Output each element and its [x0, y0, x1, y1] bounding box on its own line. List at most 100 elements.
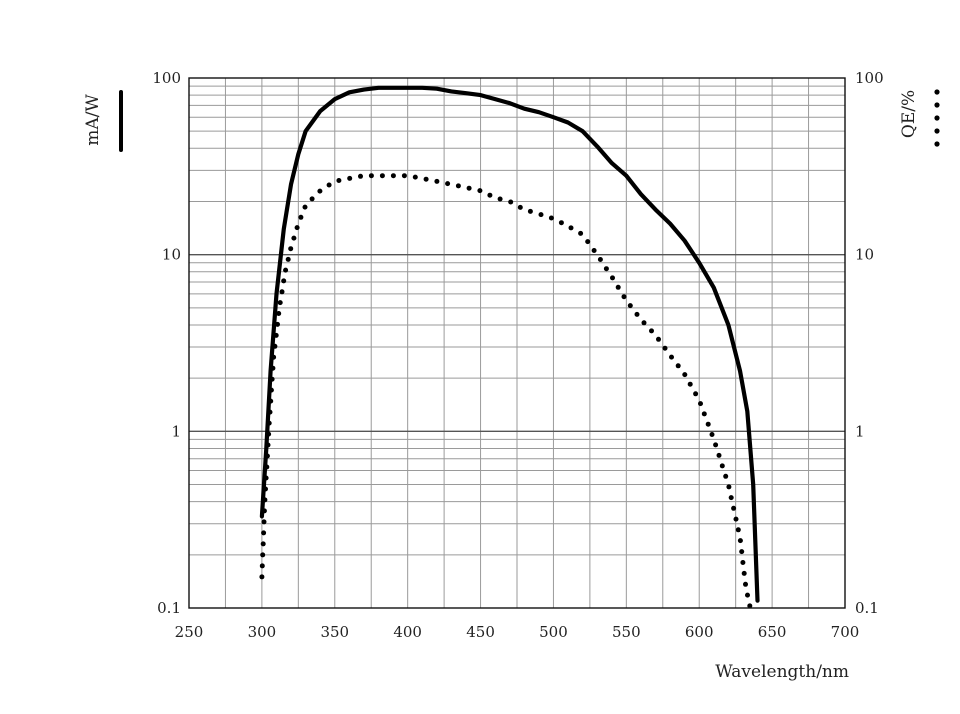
series-point-qe	[610, 275, 615, 281]
series-point-qe	[379, 173, 385, 179]
series-point-qe	[347, 175, 353, 181]
series-point-qe	[262, 497, 268, 503]
series-point-qe	[621, 294, 627, 300]
series-point-qe	[264, 453, 270, 459]
series-point-qe	[487, 192, 493, 198]
series-point-qe	[733, 516, 739, 522]
series-point-qe	[277, 300, 283, 306]
series-point-qe	[272, 343, 278, 349]
series-point-qe	[745, 592, 750, 598]
series-point-qe	[445, 181, 451, 187]
series-point-qe	[669, 354, 674, 360]
grid	[189, 78, 845, 608]
series-point-qe	[260, 541, 266, 547]
series-point-qe	[265, 442, 271, 448]
series-point-qe	[731, 505, 737, 511]
series-point-qe	[641, 320, 647, 326]
series-point-qe	[302, 204, 308, 210]
series-point-qe	[291, 235, 297, 241]
series-point-qe	[264, 464, 270, 470]
series-point-qe	[713, 442, 719, 448]
series-point-qe	[649, 328, 654, 334]
series-point-qe	[276, 311, 282, 316]
series-point-qe	[682, 372, 688, 378]
ticks-layer: 250 300 350 400 450 500 550 600 650 700 100 10 1 0.1 1…	[152, 69, 883, 641]
series-point-qe	[279, 289, 285, 295]
x-tick-label: 450	[466, 623, 495, 641]
left-y-tick-label: 10	[162, 246, 181, 264]
series-point-qe	[317, 188, 323, 194]
series-point-qe	[266, 431, 272, 437]
series-point-qe	[259, 563, 265, 569]
series-point-qe	[735, 527, 741, 533]
series-point-qe	[269, 376, 275, 382]
series-point-qe	[268, 387, 274, 393]
series-point-qe	[268, 398, 274, 404]
left-y-tick-label: 100	[152, 69, 181, 87]
series-point-qe	[294, 225, 300, 231]
series-point-qe	[568, 225, 574, 231]
series-point-qe	[434, 178, 440, 184]
series-point-qe	[527, 208, 533, 214]
legend-dot	[934, 115, 940, 121]
x-tick-label: 500	[539, 623, 568, 641]
series-point-qe	[662, 345, 668, 351]
right-y-tick-label: 10	[855, 246, 874, 264]
plot-frame	[188, 77, 846, 609]
right-y-tick-label: 100	[855, 69, 884, 87]
series-point-qe	[336, 178, 342, 183]
right-y-tick-label: 0.1	[855, 599, 879, 617]
series-point-qe	[698, 401, 703, 407]
right-axis-title: QE/%	[899, 89, 940, 147]
x-tick-label: 250	[175, 623, 204, 641]
x-axis-label: Wavelength/nm	[715, 662, 849, 682]
series-point-qe	[267, 409, 273, 415]
series-point-qe	[705, 421, 711, 427]
series-point-qe	[741, 570, 747, 576]
series-point-qe	[261, 519, 267, 525]
series-point-qe	[271, 354, 277, 360]
series-point-qe	[368, 173, 374, 179]
series-point-qe	[719, 463, 725, 469]
series-point-qe	[538, 212, 544, 218]
series-point-qe	[728, 495, 734, 501]
right-y-tick-label: 1	[855, 422, 865, 440]
series-point-qe	[455, 183, 461, 189]
series-point-qe	[701, 411, 707, 417]
series-point-qe	[634, 311, 640, 317]
left-y-tick-label: 0.1	[157, 599, 181, 617]
series-point-qe	[737, 538, 743, 544]
series-point-qe	[358, 173, 363, 179]
x-tick-label: 600	[685, 623, 714, 641]
series-point-qe	[281, 278, 287, 284]
x-tick-label: 550	[612, 623, 641, 641]
series-point-qe	[517, 204, 523, 210]
series-point-qe	[508, 199, 514, 205]
series-point-qe	[597, 257, 603, 262]
legend-dot	[934, 102, 940, 108]
series-point-qe	[675, 363, 681, 369]
legend-dot	[934, 141, 940, 147]
series-point-qe	[726, 484, 732, 490]
series-point-qe	[739, 549, 745, 555]
series-point-qe	[558, 220, 564, 226]
series-point-qe	[298, 214, 304, 220]
series-point-qe	[477, 188, 483, 194]
series-point-qe	[285, 256, 291, 262]
series-point-qe	[723, 473, 729, 479]
series-point-qe	[261, 508, 267, 514]
series-point-qe	[591, 248, 597, 253]
series-point-qe	[326, 182, 332, 188]
series-point-qe	[401, 173, 407, 179]
series-layer	[259, 85, 760, 609]
x-tick-label: 700	[831, 623, 860, 641]
right-y-axis-label: QE/%	[899, 90, 919, 138]
series-point-qe	[263, 486, 268, 492]
series-point-qe	[578, 230, 584, 236]
series-point-qe	[740, 560, 746, 565]
x-tick-label: 300	[248, 623, 277, 641]
series-point-qe	[266, 420, 272, 426]
series-point-qe	[548, 215, 554, 221]
series-point-qe	[273, 332, 279, 338]
